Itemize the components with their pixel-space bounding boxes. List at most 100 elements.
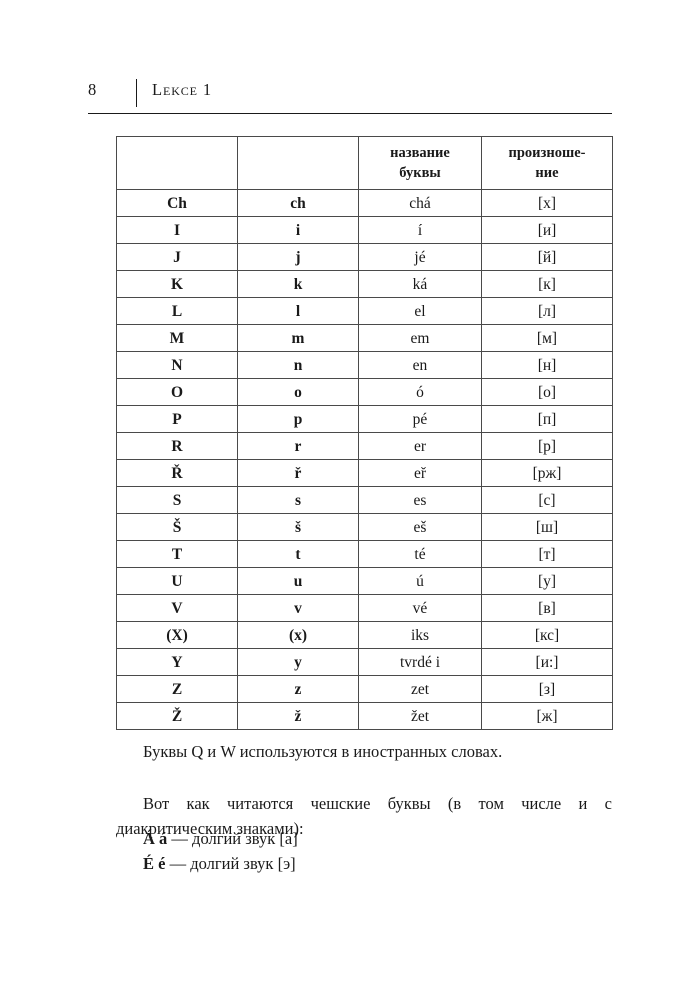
letter-uppercase: M xyxy=(116,324,238,352)
letter-lowercase: z xyxy=(237,675,359,703)
letter-uppercase: Š xyxy=(116,513,238,541)
running-head-rule xyxy=(88,113,612,114)
letter-lowercase: ž xyxy=(237,702,359,730)
letter-lowercase: u xyxy=(237,567,359,595)
letter-lowercase: i xyxy=(237,216,359,244)
running-head: 8 Lekce 1 xyxy=(88,78,612,114)
letter-pronunciation: [о] xyxy=(481,378,613,406)
letter-uppercase: K xyxy=(116,270,238,298)
letter-lowercase: n xyxy=(237,351,359,379)
letter-name: er xyxy=(358,432,482,460)
running-head-divider xyxy=(136,79,137,107)
letter-name: ú xyxy=(358,567,482,595)
paragraph-foreign-letters: Буквы Q и W используются в иностранных с… xyxy=(143,741,503,761)
letter-lowercase: v xyxy=(237,594,359,622)
column-header-pronunciation-line2: ние xyxy=(535,165,559,181)
column-header-letter-name-line2: буквы xyxy=(399,165,441,181)
table-row: (X) (x) iks [кс] xyxy=(116,621,613,649)
letter-pronunciation: [й] xyxy=(481,243,613,271)
letter-uppercase: Y xyxy=(116,648,238,676)
vowel-letters: Á á xyxy=(143,829,168,848)
letter-pronunciation: [у] xyxy=(481,567,613,595)
letter-lowercase: š xyxy=(237,513,359,541)
letter-lowercase: r xyxy=(237,432,359,460)
letter-lowercase: (x) xyxy=(237,621,359,649)
letter-name: té xyxy=(358,540,482,568)
letter-uppercase: Ž xyxy=(116,702,238,730)
table-header-row: название буквы произноше-ние xyxy=(116,136,613,190)
letter-uppercase: R xyxy=(116,432,238,460)
letter-lowercase: ch xyxy=(237,189,359,217)
letter-pronunciation: [и:] xyxy=(481,648,613,676)
letter-pronunciation: [ш] xyxy=(481,513,613,541)
letter-name: ó xyxy=(358,378,482,406)
letter-pronunciation: [рж] xyxy=(481,459,613,487)
letter-pronunciation: [р] xyxy=(481,432,613,460)
letter-pronunciation: [ж] xyxy=(481,702,613,730)
letter-uppercase: (X) xyxy=(116,621,238,649)
letter-lowercase: s xyxy=(237,486,359,514)
table-row: Ch ch chá [х] xyxy=(116,189,613,217)
letter-pronunciation: [кс] xyxy=(481,621,613,649)
letter-pronunciation: [х] xyxy=(481,189,613,217)
vowel-entry: É é — долгий звук [э] xyxy=(116,851,612,876)
page-number: 8 xyxy=(88,80,97,99)
letter-name: jé xyxy=(358,243,482,271)
letter-name: zet xyxy=(358,675,482,703)
letter-lowercase: l xyxy=(237,297,359,325)
letter-pronunciation: [л] xyxy=(481,297,613,325)
column-header-uppercase xyxy=(116,136,238,190)
long-vowel-list: Á á — долгий звук [а] É é — долгий звук [… xyxy=(116,826,612,876)
letter-name: es xyxy=(358,486,482,514)
letter-name: em xyxy=(358,324,482,352)
column-header-lowercase xyxy=(237,136,359,190)
running-head-title: Lekce 1 xyxy=(152,80,213,99)
letter-uppercase: J xyxy=(116,243,238,271)
letter-uppercase: O xyxy=(116,378,238,406)
column-header-letter-name: название буквы xyxy=(358,136,482,190)
letter-name: eš xyxy=(358,513,482,541)
letter-name: en xyxy=(358,351,482,379)
table-header: название буквы произноше-ние xyxy=(116,136,613,190)
column-header-pronunciation-line1: произноше- xyxy=(508,145,586,161)
letter-uppercase: S xyxy=(116,486,238,514)
letter-pronunciation: [м] xyxy=(481,324,613,352)
letter-name: í xyxy=(358,216,482,244)
letter-uppercase: Z xyxy=(116,675,238,703)
letter-uppercase: P xyxy=(116,405,238,433)
letter-name: žet xyxy=(358,702,482,730)
vowel-description: — долгий звук [э] xyxy=(169,854,296,873)
letter-pronunciation: [т] xyxy=(481,540,613,568)
column-header-pronunciation: произноше-ние xyxy=(481,136,613,190)
letter-lowercase: y xyxy=(237,648,359,676)
letter-name: el xyxy=(358,297,482,325)
vowel-entry: Á á — долгий звук [а] xyxy=(116,826,612,851)
letter-pronunciation: [п] xyxy=(481,405,613,433)
letter-pronunciation: [и] xyxy=(481,216,613,244)
letter-pronunciation: [з] xyxy=(481,675,613,703)
letter-name: tvrdé i xyxy=(358,648,482,676)
letter-lowercase: p xyxy=(237,405,359,433)
letter-name: pé xyxy=(358,405,482,433)
letter-uppercase: T xyxy=(116,540,238,568)
letter-pronunciation: [в] xyxy=(481,594,613,622)
letter-uppercase: Ř xyxy=(116,459,238,487)
letter-pronunciation: [к] xyxy=(481,270,613,298)
letter-pronunciation: [с] xyxy=(481,486,613,514)
letter-uppercase: I xyxy=(116,216,238,244)
